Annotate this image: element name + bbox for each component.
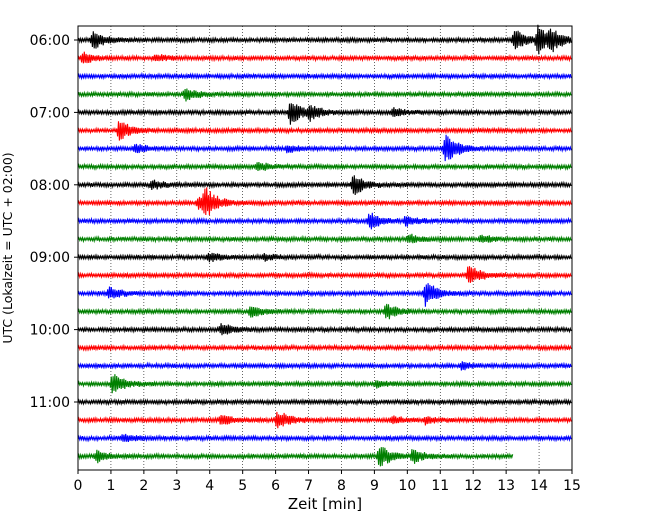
trace-0700-black: [77, 103, 572, 125]
trace-0915-red: [77, 266, 572, 283]
x-tick-label: 5: [238, 478, 247, 494]
trace-0630-blue: [77, 71, 572, 81]
x-tick-label: 11: [431, 478, 449, 494]
x-tick-label: 0: [74, 478, 83, 494]
trace-0615-red: [77, 51, 572, 64]
trace-1000-black: [77, 323, 572, 336]
x-tick-label: 15: [563, 478, 581, 494]
x-tick-label: 6: [271, 478, 280, 494]
trace-0715-red: [77, 121, 572, 141]
x-tick-label: 14: [530, 478, 548, 494]
trace-0730-blue: [77, 134, 572, 162]
trace-0815-red: [77, 187, 572, 216]
trace-0645-green: [77, 88, 572, 102]
x-tick-label: 4: [205, 478, 214, 494]
x-tick-label: 3: [172, 478, 181, 494]
x-tick-label: 7: [304, 478, 313, 494]
trace-1045-green: [77, 374, 572, 394]
trace-1130-blue: [77, 433, 572, 443]
trace-1115-red: [77, 411, 572, 429]
x-tick-label: 8: [337, 478, 346, 494]
trace-0800-black: [77, 175, 572, 196]
trace-1030-blue: [77, 361, 572, 371]
trace-0845-green: [77, 233, 572, 244]
y-axis-ticks: 06:00 07:00 08:00 09:00 10:00 11:00: [30, 33, 78, 411]
x-tick-label: 10: [398, 478, 416, 494]
x-gridlines: [110, 26, 540, 470]
trace-0745-green: [77, 162, 572, 172]
y-tick-label: 10:00: [30, 323, 70, 339]
trace-1015-red: [77, 343, 572, 352]
trace-0930-blue: [77, 283, 572, 307]
seismogram-traces: [77, 24, 572, 467]
x-tick-label: 2: [139, 478, 148, 494]
trace-0600-black: [77, 24, 572, 55]
x-axis-ticks: 0 1 2 3 4 5 6 7 8 9 10 11 12 13 14 15: [74, 470, 581, 494]
trace-0945-green: [77, 303, 572, 320]
x-axis-label: Zeit [min]: [288, 495, 362, 513]
y-tick-label: 09:00: [30, 250, 70, 266]
plot-frame: [77, 25, 573, 471]
x-tick-label: 13: [497, 478, 515, 494]
y-tick-label: 06:00: [30, 33, 70, 49]
y-tick-label: 11:00: [30, 395, 70, 411]
y-tick-label: 08:00: [30, 178, 70, 194]
trace-1145-green: [77, 447, 514, 467]
x-tick-label: 1: [106, 478, 115, 494]
y-axis-label: UTC (Lokalzeit = UTC + 02:00): [0, 152, 15, 343]
y-tick-label: 07:00: [30, 105, 70, 121]
trace-1100-black: [77, 397, 572, 407]
trace-0900-black: [77, 252, 572, 263]
x-tick-label: 12: [464, 478, 482, 494]
x-tick-label: 9: [370, 478, 379, 494]
trace-0830-blue: [77, 212, 572, 230]
